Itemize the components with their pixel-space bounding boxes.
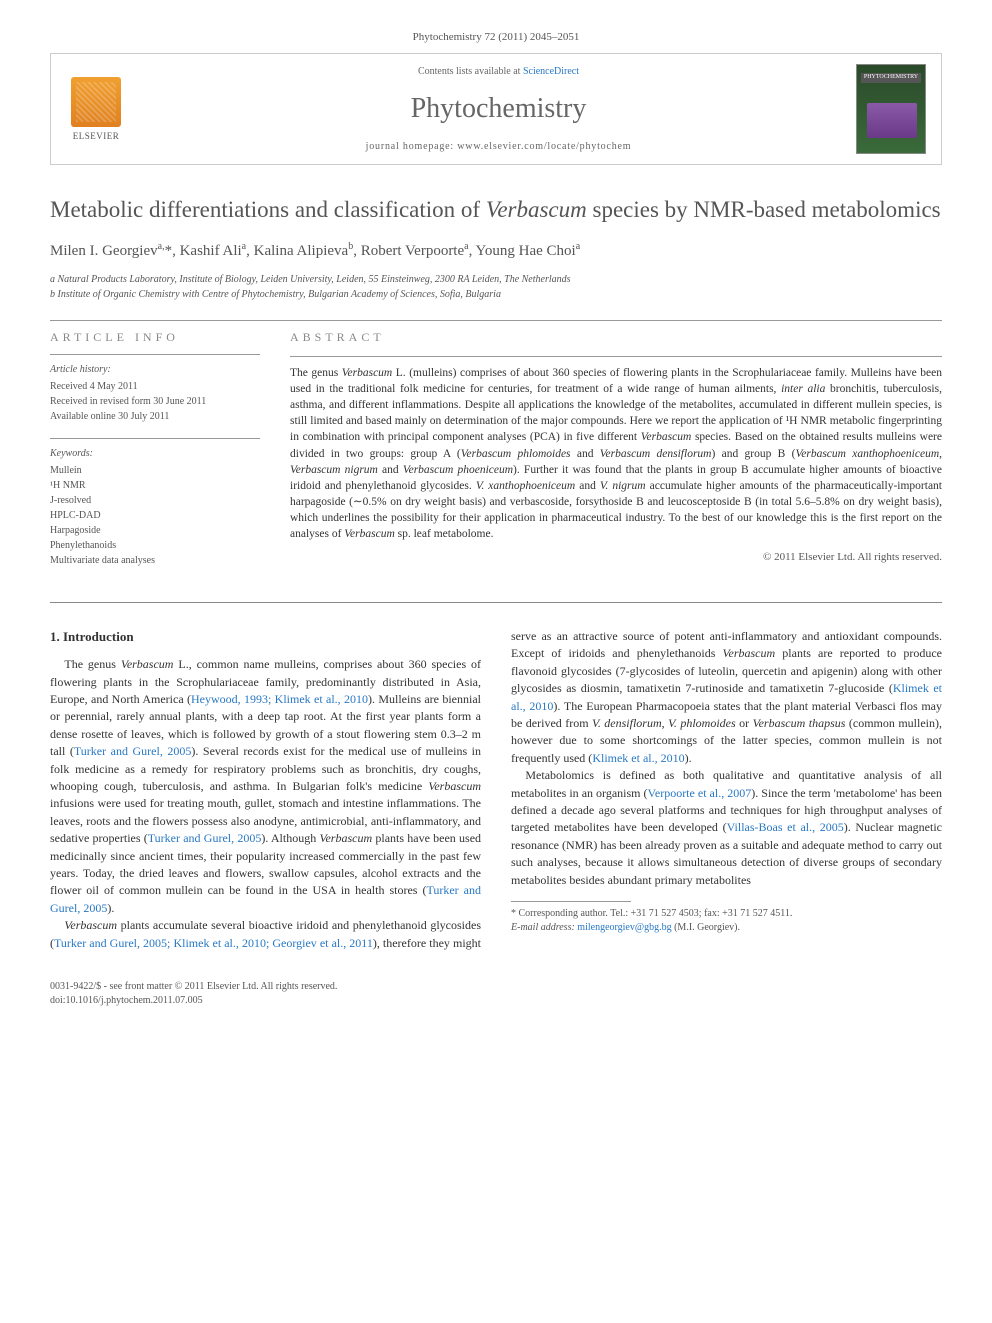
abstract-column: ABSTRACT The genus Verbascum L. (mullein… (290, 329, 942, 582)
publisher-logo[interactable]: ELSEVIER (66, 74, 126, 144)
affiliation-b: b Institute of Organic Chemistry with Ce… (50, 287, 942, 302)
affiliations: a Natural Products Laboratory, Institute… (50, 272, 942, 302)
history-item: Received 4 May 2011 (50, 379, 260, 394)
divider (50, 320, 942, 321)
history-label: Article history: (50, 363, 260, 377)
corresponding-author-note: * Corresponding author. Tel.: +31 71 527… (511, 907, 942, 921)
body-paragraph: Metabolomics is defined as both qualitat… (511, 767, 942, 889)
author-email-link[interactable]: milengeorgiev@gbg.bg (577, 922, 671, 933)
article-info-heading: ARTICLE INFO (50, 329, 260, 346)
keyword-item: Harpagoside (50, 523, 260, 538)
history-item: Available online 30 July 2011 (50, 409, 260, 424)
section-heading-intro: 1. Introduction (50, 628, 481, 646)
footnote-block: * Corresponding author. Tel.: +31 71 527… (511, 901, 942, 935)
journal-header-box: ELSEVIER Contents lists available at Sci… (50, 53, 942, 165)
email-suffix: (M.I. Georgiev). (674, 922, 740, 933)
journal-homepage-line: journal homepage: www.elsevier.com/locat… (141, 140, 856, 154)
keyword-item: ¹H NMR (50, 478, 260, 493)
page-footer: 0031-9422/$ - see front matter © 2011 El… (50, 972, 942, 1008)
email-line: E-mail address: milengeorgiev@gbg.bg (M.… (511, 921, 942, 935)
contents-available-line: Contents lists available at ScienceDirec… (141, 65, 856, 79)
publisher-name: ELSEVIER (73, 130, 120, 143)
cover-title: PHYTOCHEMISTRY (861, 73, 921, 81)
affiliation-a: a Natural Products Laboratory, Institute… (50, 272, 942, 287)
journal-citation: Phytochemistry 72 (2011) 2045–2051 (50, 30, 942, 45)
homepage-prefix: journal homepage: (366, 141, 458, 152)
article-title: Metabolic differentiations and classific… (50, 195, 942, 225)
homepage-url[interactable]: www.elsevier.com/locate/phytochem (457, 141, 631, 152)
history-item: Received in revised form 30 June 2011 (50, 394, 260, 409)
keyword-item: Mullein (50, 463, 260, 478)
footer-front-matter: 0031-9422/$ - see front matter © 2011 El… (50, 980, 337, 994)
authors-line: Milen I. Georgieva,*, Kashif Alia, Kalin… (50, 240, 942, 262)
abstract-text: The genus Verbascum L. (mulleins) compri… (290, 365, 942, 542)
article-info-column: ARTICLE INFO Article history: Received 4… (50, 329, 260, 582)
journal-name: Phytochemistry (141, 89, 856, 128)
keywords-list: Mullein ¹H NMR J-resolved HPLC-DAD Harpa… (50, 463, 260, 568)
keyword-item: Phenylethanoids (50, 538, 260, 553)
keyword-item: HPLC-DAD (50, 508, 260, 523)
footnote-separator (511, 901, 631, 902)
history-list: Received 4 May 2011 Received in revised … (50, 379, 260, 424)
journal-cover-thumbnail[interactable]: PHYTOCHEMISTRY (856, 64, 926, 154)
contents-prefix: Contents lists available at (418, 66, 523, 77)
abstract-copyright: © 2011 Elsevier Ltd. All rights reserved… (290, 550, 942, 565)
keyword-item: J-resolved (50, 493, 260, 508)
keyword-item: Multivariate data analyses (50, 553, 260, 568)
footer-doi: doi:10.1016/j.phytochem.2011.07.005 (50, 994, 337, 1008)
elsevier-tree-icon (71, 77, 121, 127)
body-text: 1. Introduction The genus Verbascum L., … (50, 628, 942, 952)
abstract-heading: ABSTRACT (290, 329, 942, 346)
body-paragraph: The genus Verbascum L., common name mull… (50, 656, 481, 917)
email-label: E-mail address: (511, 922, 575, 933)
keywords-label: Keywords: (50, 447, 260, 461)
divider (50, 602, 942, 603)
sciencedirect-link[interactable]: ScienceDirect (523, 66, 579, 77)
